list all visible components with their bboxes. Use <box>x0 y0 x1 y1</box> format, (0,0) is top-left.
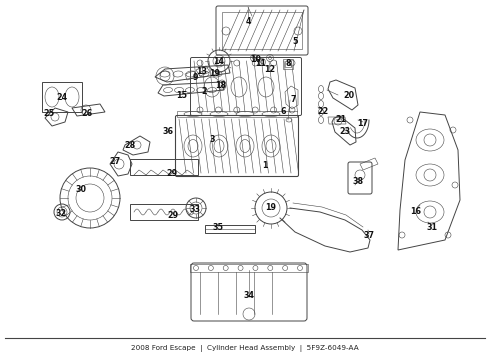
Bar <box>42 82 82 112</box>
Bar <box>283 59 293 69</box>
Text: 2: 2 <box>201 86 207 95</box>
Text: 20: 20 <box>343 90 355 99</box>
Text: 9: 9 <box>192 72 198 81</box>
Bar <box>177 111 297 117</box>
Bar <box>190 264 308 272</box>
Text: 3: 3 <box>209 135 215 144</box>
Text: 6: 6 <box>280 108 286 117</box>
Text: 29: 29 <box>167 170 177 179</box>
Text: 27: 27 <box>109 157 121 166</box>
Text: 36: 36 <box>163 127 173 136</box>
Text: 2008 Ford Escape  |  Cylinder Head Assembly  |  5F9Z-6049-AA: 2008 Ford Escape | Cylinder Head Assembl… <box>131 345 359 351</box>
Text: 16: 16 <box>411 207 421 216</box>
Text: 19: 19 <box>266 203 276 212</box>
Text: 28: 28 <box>124 141 136 150</box>
Text: 38: 38 <box>352 177 364 186</box>
Text: 4: 4 <box>245 18 251 27</box>
Text: 15: 15 <box>176 90 188 99</box>
Text: 1: 1 <box>262 161 268 170</box>
Bar <box>222 12 302 49</box>
Text: 18: 18 <box>216 81 226 90</box>
Text: 37: 37 <box>364 230 374 239</box>
Bar <box>130 204 198 220</box>
Text: 19: 19 <box>210 68 220 77</box>
Text: 13: 13 <box>196 68 207 77</box>
Text: 11: 11 <box>255 59 267 68</box>
Text: 24: 24 <box>56 94 68 103</box>
Text: 35: 35 <box>213 222 223 231</box>
Text: 23: 23 <box>340 127 350 136</box>
Text: 10: 10 <box>250 55 262 64</box>
Text: 30: 30 <box>75 185 87 194</box>
Bar <box>130 159 198 175</box>
Text: 14: 14 <box>214 57 224 66</box>
Bar <box>285 61 291 67</box>
Text: 12: 12 <box>265 64 275 73</box>
Text: 8: 8 <box>285 59 291 68</box>
Text: 21: 21 <box>336 116 346 125</box>
Text: 26: 26 <box>81 108 93 117</box>
Text: 31: 31 <box>426 222 438 231</box>
Text: 29: 29 <box>168 211 178 220</box>
Text: 17: 17 <box>358 118 368 127</box>
Text: 34: 34 <box>244 292 254 301</box>
Bar <box>205 225 255 233</box>
Text: 32: 32 <box>55 208 67 217</box>
Text: 5: 5 <box>292 37 298 46</box>
Text: 22: 22 <box>318 108 329 117</box>
Text: 25: 25 <box>44 108 54 117</box>
Text: 7: 7 <box>290 94 296 104</box>
Text: 33: 33 <box>190 204 200 213</box>
